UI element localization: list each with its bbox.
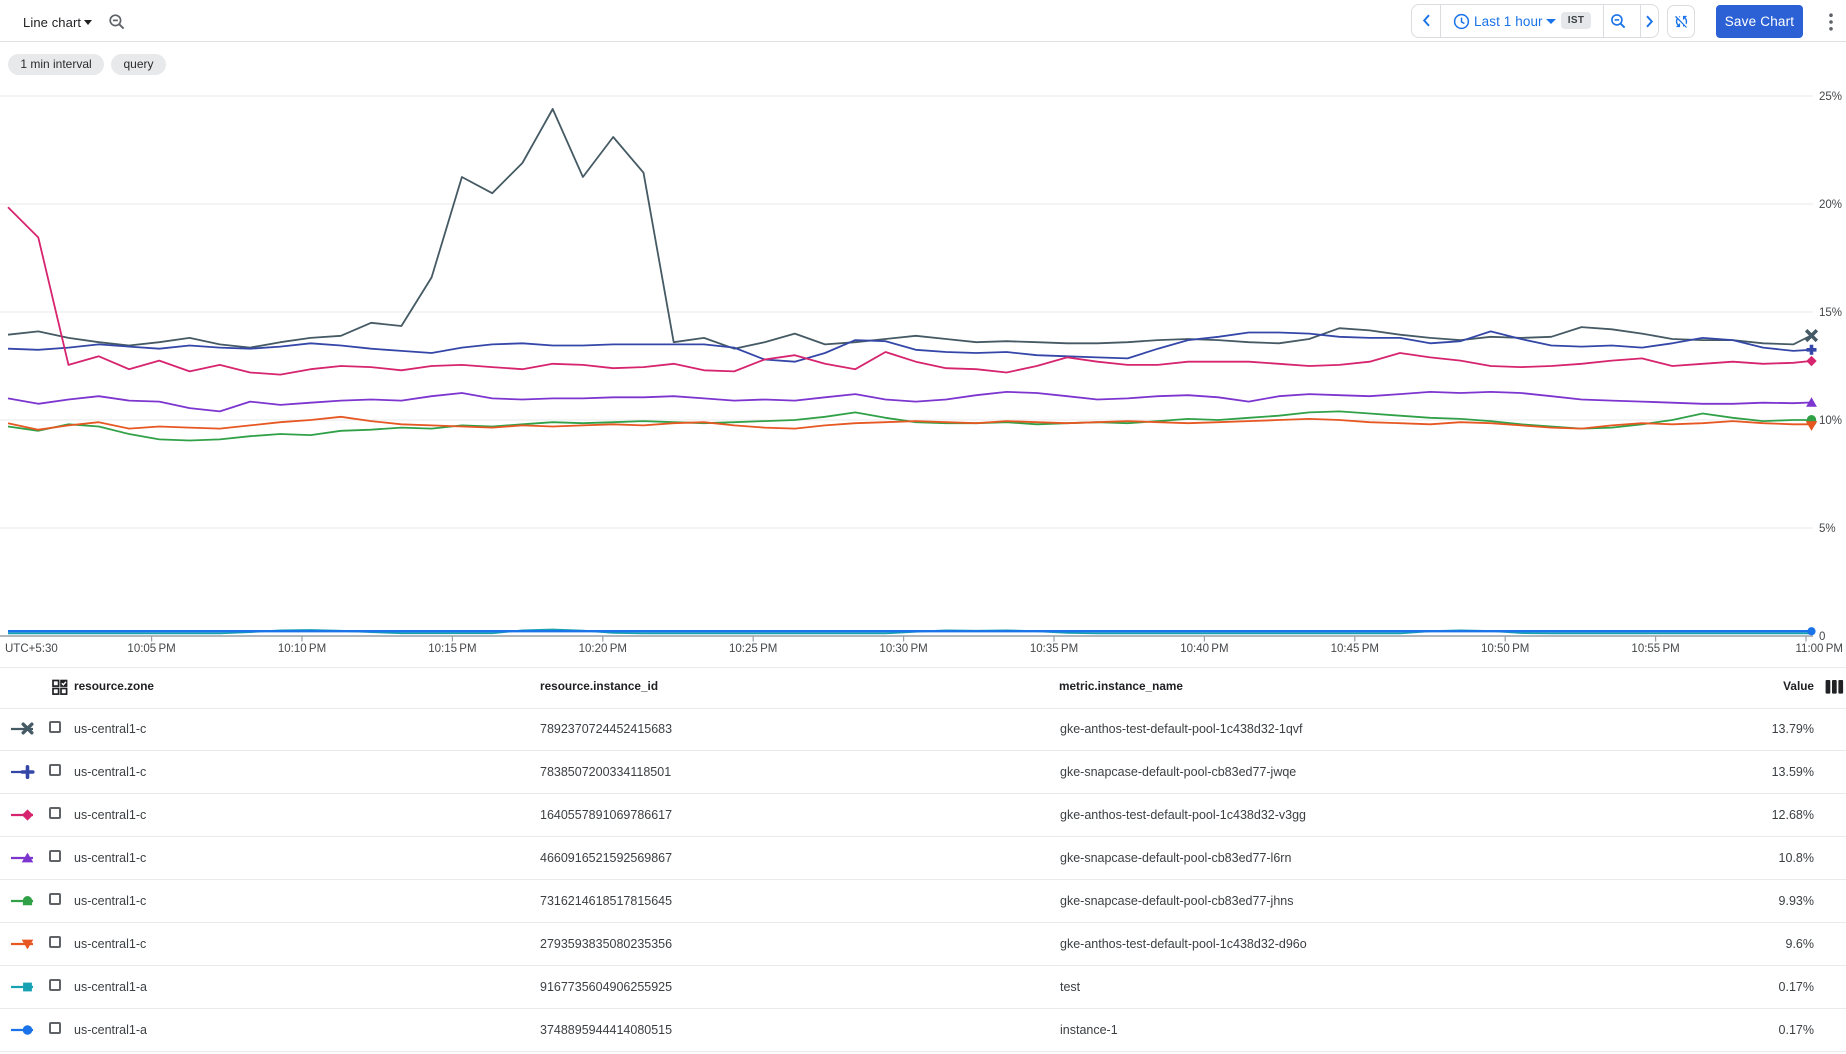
svg-text:10%: 10% [1819, 415, 1842, 427]
svg-text:10:30 PM: 10:30 PM [879, 643, 927, 655]
svg-text:25%: 25% [1819, 91, 1842, 103]
svg-text:10:15 PM: 10:15 PM [428, 643, 476, 655]
svg-text:10:10 PM: 10:10 PM [278, 643, 326, 655]
svg-text:15%: 15% [1819, 307, 1842, 319]
svg-text:10:50 PM: 10:50 PM [1481, 643, 1529, 655]
svg-text:10:55 PM: 10:55 PM [1631, 643, 1679, 655]
svg-text:5%: 5% [1819, 523, 1836, 535]
svg-text:10:25 PM: 10:25 PM [729, 643, 777, 655]
svg-text:10:05 PM: 10:05 PM [127, 643, 175, 655]
svg-text:10:40 PM: 10:40 PM [1180, 643, 1228, 655]
svg-text:UTC+5:30: UTC+5:30 [5, 643, 58, 655]
svg-text:10:20 PM: 10:20 PM [579, 643, 627, 655]
svg-text:0: 0 [1819, 631, 1825, 643]
svg-text:20%: 20% [1819, 199, 1842, 211]
svg-text:10:45 PM: 10:45 PM [1331, 643, 1379, 655]
svg-text:11:00 PM: 11:00 PM [1796, 643, 1843, 655]
svg-text:10:35 PM: 10:35 PM [1030, 643, 1078, 655]
